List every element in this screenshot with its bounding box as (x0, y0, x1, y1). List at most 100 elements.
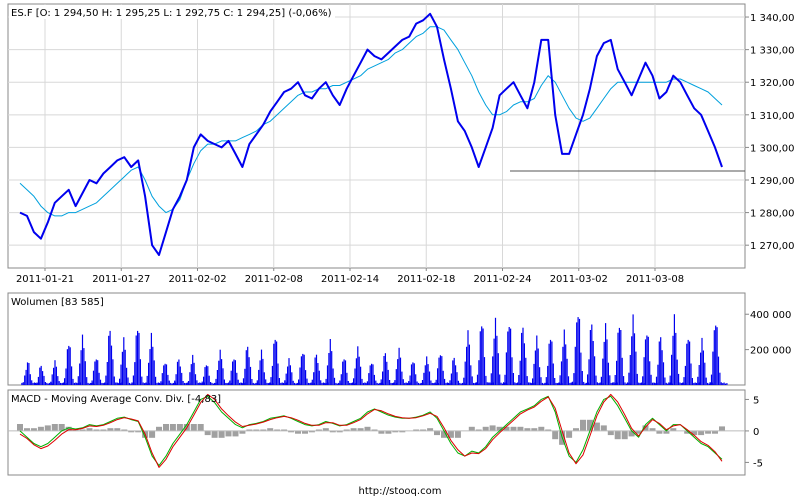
volume-bar (155, 376, 157, 385)
volume-bar (92, 370, 95, 385)
volume-bar (314, 357, 316, 385)
volume-bar (518, 375, 520, 385)
volume-bar (65, 368, 67, 385)
macd-histogram-bar (719, 426, 725, 431)
volume-bar (281, 382, 283, 385)
volume-bar (499, 374, 501, 385)
volume-bar (199, 382, 201, 385)
volume-bar (260, 349, 263, 385)
macd-panel-title: MACD - Moving Average Conv. Div. [-4,83] (11, 394, 221, 405)
volume-bar (43, 375, 45, 385)
macd-histogram-bar (44, 425, 51, 431)
volume-bar (653, 382, 655, 385)
volume-bar (508, 327, 510, 385)
volume-bar (108, 335, 110, 385)
volume-bar (203, 376, 205, 385)
volume-bar (427, 364, 429, 385)
volume-bar (79, 363, 81, 385)
volume-bar (317, 363, 319, 385)
volume-bar (628, 372, 630, 385)
volume-bar (392, 382, 395, 385)
volume-bar (187, 381, 190, 385)
volume-bar (39, 367, 41, 385)
volume-bar (461, 382, 463, 385)
macd-histogram-bar (531, 428, 538, 431)
volume-bar (694, 382, 696, 385)
volume-bar (194, 374, 197, 385)
volume-bar (523, 343, 525, 385)
volume-bar (137, 330, 139, 385)
volume-bar (251, 379, 253, 385)
volume-bar (702, 350, 704, 385)
volume-bar (415, 374, 417, 385)
macd-y-tick-label: 5 (753, 395, 759, 406)
volume-bar (142, 382, 144, 385)
volume-bar (109, 330, 111, 385)
volume-bar (380, 379, 382, 385)
volume-bar (510, 328, 512, 385)
volume-bar (705, 377, 707, 385)
volume-bar (384, 353, 386, 385)
volume-bar (300, 356, 302, 385)
macd-histogram-bar (267, 428, 274, 431)
volume-bar (596, 382, 598, 385)
volume-bar (533, 363, 535, 385)
volume-bar (269, 382, 271, 385)
macd-signal-line (19, 395, 723, 467)
volume-bar (128, 382, 130, 385)
volume-bar (287, 366, 289, 385)
volume-bar (360, 366, 362, 385)
volume-bar (182, 381, 184, 385)
macd-histogram-bar (628, 430, 635, 437)
volume-bar (686, 343, 688, 385)
macd-histogram-bar (211, 430, 218, 438)
volume-bar (103, 382, 106, 385)
volume-bar (346, 372, 348, 385)
macd-histogram-bar (635, 430, 642, 434)
macd-histogram-bar (17, 424, 23, 431)
volume-bar (86, 377, 88, 385)
volume-bar (501, 383, 504, 385)
volume-bar (218, 360, 220, 385)
volume-bar (378, 383, 380, 385)
volume-bar (430, 380, 432, 385)
volume-bar (504, 374, 506, 385)
volume-bar (613, 382, 615, 385)
volume-bar (21, 382, 23, 385)
volume-bar (580, 352, 582, 385)
volume-bar (164, 363, 166, 385)
volume-bar (620, 330, 622, 385)
volume-bar (174, 380, 176, 385)
macd-histogram-bar (79, 429, 86, 431)
volume-bar (528, 382, 530, 385)
macd-histogram-bar (24, 428, 30, 431)
volume-bar (265, 379, 267, 385)
volume-bar (210, 382, 212, 385)
volume-bar (229, 380, 231, 385)
volume-bar (664, 377, 666, 385)
macd-histogram-bar (100, 429, 107, 431)
macd-histogram-bar (343, 429, 350, 431)
volume-bar (262, 358, 264, 385)
volume-bar (148, 362, 150, 385)
volume-bar (602, 358, 604, 385)
volume-bar (529, 382, 531, 385)
macd-histogram-bar (253, 429, 260, 431)
volume-bar (434, 382, 436, 385)
volume-bar (512, 373, 514, 385)
volume-bar (344, 360, 347, 385)
volume-bar (116, 382, 118, 385)
source-url[interactable]: http://stooq.com (358, 486, 442, 497)
volume-bar (127, 377, 129, 385)
volume-bar (610, 382, 612, 385)
x-tick-label: 2011-02-08 (245, 274, 303, 285)
volume-bar (717, 356, 720, 385)
volume-bar (547, 365, 549, 385)
volume-bar (332, 368, 334, 385)
volume-bar (492, 356, 494, 385)
volume-bar (233, 359, 235, 385)
volume-bar (479, 331, 481, 385)
macd-histogram-bar (197, 424, 204, 431)
volume-bar (315, 354, 318, 385)
volume-bar (181, 372, 183, 385)
